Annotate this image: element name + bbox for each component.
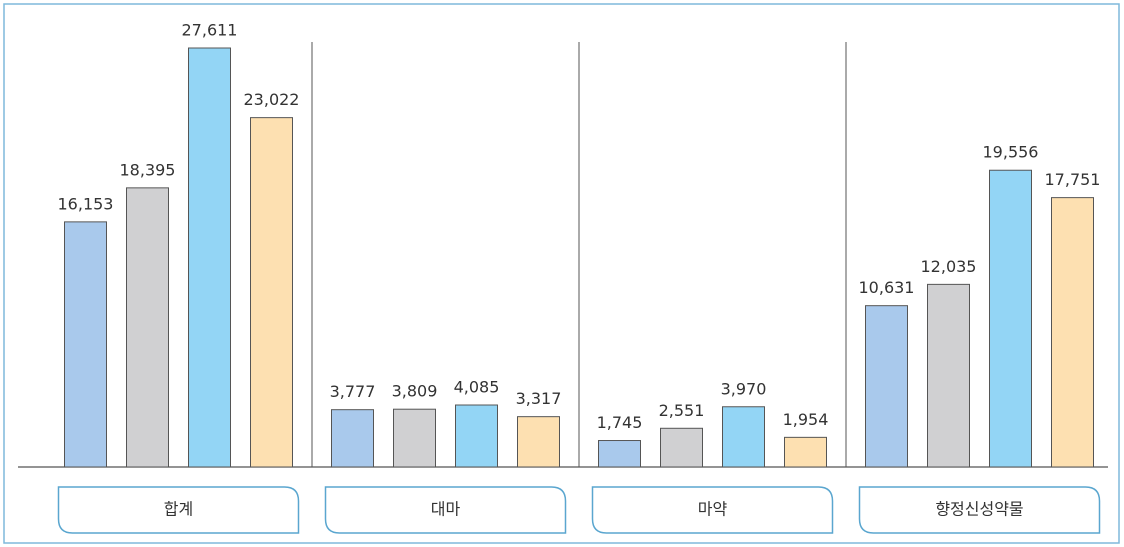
category-label: 대마 <box>431 500 461 519</box>
value-label: 17,751 <box>1045 170 1101 189</box>
value-label: 3,317 <box>516 389 562 408</box>
value-label: 3,809 <box>392 382 438 401</box>
value-label: 12,035 <box>921 257 977 276</box>
bar <box>126 187 169 468</box>
value-label: 27,611 <box>182 21 238 40</box>
bar <box>927 283 970 468</box>
bar <box>660 427 703 468</box>
category-label: 향정신성약물 <box>935 500 1023 519</box>
value-label: 18,395 <box>120 160 176 179</box>
category-box <box>858 486 1101 534</box>
value-label: 10,631 <box>859 278 915 297</box>
value-label: 23,022 <box>244 90 300 109</box>
category-label: 마약 <box>698 500 728 519</box>
value-label: 16,153 <box>58 194 114 213</box>
category-box <box>324 486 567 534</box>
bar <box>64 221 107 468</box>
value-label: 19,556 <box>983 143 1039 162</box>
bar <box>989 169 1032 468</box>
value-label: 1,954 <box>783 410 829 429</box>
frame <box>3 3 1120 544</box>
bar <box>784 436 827 468</box>
bar <box>188 47 231 468</box>
bar <box>393 408 436 468</box>
value-label: 4,085 <box>454 378 500 397</box>
bar <box>722 406 765 468</box>
bar <box>455 404 498 468</box>
bar <box>331 409 374 468</box>
category-box <box>57 486 300 534</box>
category-box <box>591 486 834 534</box>
value-label: 3,970 <box>721 379 767 398</box>
bar <box>517 416 560 468</box>
category-label: 합계 <box>164 500 193 519</box>
bar <box>598 440 641 468</box>
value-label: 3,777 <box>330 382 376 401</box>
bar <box>865 305 908 468</box>
bar <box>250 117 293 468</box>
bar <box>1051 197 1094 468</box>
value-label: 2,551 <box>659 401 705 420</box>
value-label: 1,745 <box>597 413 643 432</box>
